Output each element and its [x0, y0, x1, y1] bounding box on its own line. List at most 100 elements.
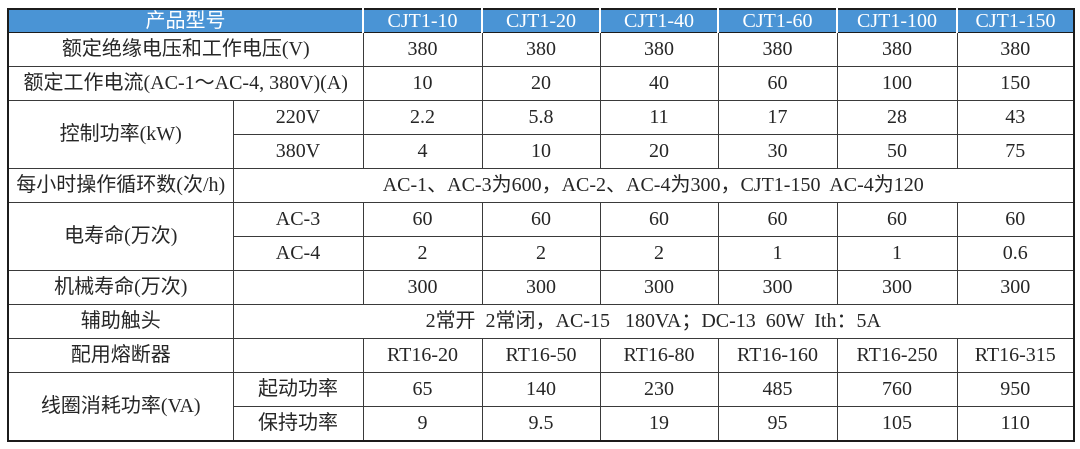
value-cell: 65 — [362, 371, 483, 407]
value-cell: 60 — [717, 201, 838, 237]
row-mechanical-life: 机械寿命(万次) 300 300 300 300 300 300 — [7, 269, 1075, 305]
value-cell: 30 — [717, 133, 838, 169]
value-cell: 380 — [717, 32, 838, 67]
value-cell: 17 — [717, 99, 838, 135]
value-cell: 2 — [599, 235, 719, 271]
value-cell: RT16-50 — [481, 337, 601, 373]
value-cell: 300 — [717, 269, 838, 305]
sub-label-start-power: 起动功率 — [232, 371, 364, 407]
value-cell: 950 — [956, 371, 1075, 407]
empty-sub-cell — [232, 337, 364, 373]
value-cell: 150 — [956, 65, 1075, 101]
value-cell: RT16-250 — [836, 337, 958, 373]
sub-label-380v: 380V — [232, 133, 364, 169]
row-electrical-life-ac3: 电寿命(万次) AC-3 60 60 60 60 60 60 — [7, 201, 1075, 271]
row-rated-voltage: 额定绝缘电压和工作电压(V) 380 380 380 380 380 380 — [7, 32, 1075, 67]
value-cell: 760 — [836, 371, 958, 407]
value-cell: 20 — [599, 133, 719, 169]
value-cell: 140 — [481, 371, 601, 407]
col-header-model: CJT1-20 — [481, 9, 600, 33]
value-cell: 300 — [481, 269, 601, 305]
row-operating-cycles: 每小时操作循环数(次/h) AC-1、AC-3为600，AC-2、AC-4为30… — [7, 167, 1075, 203]
value-cell: RT16-20 — [362, 337, 483, 373]
row-electrical-life-ac4: AC-4 2 2 2 1 1 0.6 — [8, 235, 1075, 271]
sub-label-hold-power: 保持功率 — [232, 405, 364, 442]
value-cell: 105 — [836, 405, 958, 442]
value-cell: 0.6 — [956, 235, 1075, 271]
row-label-coil-power: 线圈消耗功率(VA) — [7, 371, 234, 442]
sub-label-ac4: AC-4 — [232, 235, 364, 271]
value-cell: 110 — [956, 405, 1075, 442]
col-header-model: CJT1-100 — [836, 9, 957, 33]
value-cell: 300 — [362, 269, 483, 305]
row-label-operating-cycles: 每小时操作循环数(次/h) — [7, 167, 234, 203]
value-cell: 40 — [599, 65, 719, 101]
value-cell: 28 — [836, 99, 958, 135]
col-header-model: CJT1-10 — [362, 9, 482, 33]
value-cell: 380 — [481, 32, 601, 67]
header-row: 产品型号 CJT1-10 CJT1-20 CJT1-40 CJT1-60 CJT… — [8, 9, 1074, 33]
value-cell: 2 — [362, 235, 483, 271]
merged-value-cell: AC-1、AC-3为600，AC-2、AC-4为300，CJT1-150 AC-… — [232, 167, 1075, 203]
value-cell: 60 — [836, 201, 958, 237]
row-label-auxiliary-contacts: 辅助触头 — [7, 303, 234, 339]
value-cell: 2 — [481, 235, 601, 271]
row-coil-power-start: 线圈消耗功率(VA) 起动功率 65 140 230 485 760 950 — [7, 371, 1075, 442]
value-cell: 50 — [836, 133, 958, 169]
value-cell: 11 — [599, 99, 719, 135]
col-header-model: CJT1-40 — [599, 9, 718, 33]
row-label-fuse: 配用熔断器 — [7, 337, 234, 373]
value-cell: 300 — [836, 269, 958, 305]
merged-value-cell: 2常开 2常闭，AC-15 180VA；DC-13 60W Ith：5A — [232, 303, 1075, 339]
row-label-mechanical-life: 机械寿命(万次) — [7, 269, 234, 305]
spec-table-container: 产品型号 CJT1-10 CJT1-20 CJT1-40 CJT1-60 CJT… — [7, 8, 1075, 442]
value-cell: 5.8 — [481, 99, 601, 135]
value-cell: 9 — [362, 405, 483, 442]
value-cell: 43 — [956, 99, 1075, 135]
sub-label-220v: 220V — [232, 99, 364, 135]
value-cell: 380 — [362, 32, 483, 67]
row-rated-current: 额定工作电流(AC-1～AC-4, 380V)(A) 10 20 40 60 1… — [7, 65, 1075, 101]
value-cell: 1 — [836, 235, 958, 271]
value-cell: 2.2 — [362, 99, 483, 135]
col-header-model: CJT1-60 — [717, 9, 837, 33]
value-cell: 485 — [717, 371, 838, 407]
row-control-power-220v: 控制功率(kW) 220V 2.2 5.8 11 17 28 43 — [7, 99, 1075, 169]
sub-label-ac3: AC-3 — [232, 201, 364, 237]
col-header-product-model: 产品型号 — [8, 9, 363, 33]
spec-table: 产品型号 CJT1-10 CJT1-20 CJT1-40 CJT1-60 CJT… — [7, 8, 1075, 442]
value-cell: RT16-315 — [956, 337, 1075, 373]
row-label-rated-current: 额定工作电流(AC-1～AC-4, 380V)(A) — [7, 65, 364, 101]
value-cell: 60 — [717, 65, 838, 101]
value-cell: 60 — [362, 201, 483, 237]
value-cell: 380 — [599, 32, 719, 67]
value-cell: 20 — [481, 65, 601, 101]
row-label-control-power: 控制功率(kW) — [7, 99, 234, 169]
value-cell: 380 — [836, 32, 958, 67]
value-cell: 60 — [481, 201, 601, 237]
row-fuse: 配用熔断器 RT16-20 RT16-50 RT16-80 RT16-160 R… — [7, 337, 1075, 373]
value-cell: 10 — [362, 65, 483, 101]
value-cell: 300 — [956, 269, 1075, 305]
value-cell: 10 — [481, 133, 601, 169]
value-cell: 1 — [717, 235, 838, 271]
value-cell: 230 — [599, 371, 719, 407]
value-cell: RT16-80 — [599, 337, 719, 373]
value-cell: 380 — [956, 32, 1075, 67]
empty-sub-cell — [232, 269, 364, 305]
value-cell: 60 — [956, 201, 1075, 237]
row-auxiliary-contacts: 辅助触头 2常开 2常闭，AC-15 180VA；DC-13 60W Ith：5… — [7, 303, 1075, 339]
row-label-rated-voltage: 额定绝缘电压和工作电压(V) — [7, 32, 364, 67]
row-control-power-380v: 380V 4 10 20 30 50 75 — [8, 133, 1075, 169]
value-cell: 60 — [599, 201, 719, 237]
value-cell: 4 — [362, 133, 483, 169]
value-cell: 75 — [956, 133, 1075, 169]
value-cell: 19 — [599, 405, 719, 442]
value-cell: 95 — [717, 405, 838, 442]
value-cell: 100 — [836, 65, 958, 101]
value-cell: 300 — [599, 269, 719, 305]
col-header-model: CJT1-150 — [956, 9, 1074, 33]
row-label-electrical-life: 电寿命(万次) — [7, 201, 234, 271]
value-cell: 9.5 — [481, 405, 601, 442]
value-cell: RT16-160 — [717, 337, 838, 373]
